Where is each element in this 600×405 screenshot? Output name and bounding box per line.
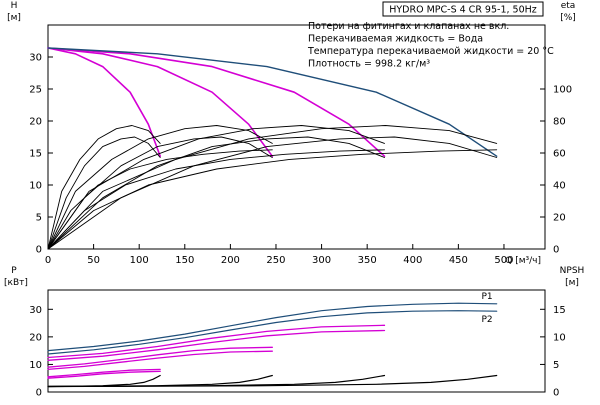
chart-note: Потери на фитингах и клапанах не вкл. xyxy=(308,21,509,32)
power-curve-7 xyxy=(47,370,161,379)
y-tick-label: 0 xyxy=(36,245,42,256)
head-curve-7 xyxy=(47,136,498,250)
head-curve-10 xyxy=(47,125,385,250)
y2-tick-label: 0 xyxy=(553,245,559,256)
power-curve-0 xyxy=(47,302,498,352)
y2-axis-label: eta xyxy=(561,1,576,11)
y-tick-label: 5 xyxy=(36,213,42,224)
y-axis-unit: [м] xyxy=(7,13,21,23)
npsh-tick-label: 0 xyxy=(553,388,559,399)
series-label-p1: P1 xyxy=(482,292,493,302)
p-tick-label: 10 xyxy=(29,360,42,371)
y-tick-label: 25 xyxy=(29,85,42,96)
head-curve-8 xyxy=(47,125,161,250)
head-curve-14 xyxy=(47,149,498,250)
x-tick-label: 300 xyxy=(312,255,331,266)
p-axis-unit: [кВт] xyxy=(4,278,28,288)
chart-title: HYDRO MPC-S 4 CR 95-1, 50Hz xyxy=(389,5,537,16)
x-tick-label: 100 xyxy=(130,255,149,266)
npsh-axis-unit: [м] xyxy=(565,278,579,288)
x-tick-label: 450 xyxy=(449,255,468,266)
head-curve-4 xyxy=(47,136,161,250)
x-tick-label: 200 xyxy=(221,255,240,266)
head-curve-13 xyxy=(47,149,385,250)
y2-tick-label: 40 xyxy=(553,181,566,192)
head-plot-frame xyxy=(47,24,546,250)
x-tick-label: 350 xyxy=(358,255,377,266)
y-tick-label: 30 xyxy=(29,53,42,64)
power-curve-1 xyxy=(47,310,498,355)
x-tick-label: 0 xyxy=(45,255,51,266)
y2-tick-label: 80 xyxy=(553,117,566,128)
head-curve-9 xyxy=(47,125,273,250)
p-axis-label: P xyxy=(11,266,17,276)
power-plot-frame xyxy=(47,289,546,393)
x-tick-label: 500 xyxy=(494,255,513,266)
npsh-tick-label: 5 xyxy=(553,360,559,371)
y2-tick-label: 20 xyxy=(553,213,566,224)
head-curve-0 xyxy=(47,47,161,157)
npsh-axis-label: NPSH xyxy=(560,266,585,276)
power-curve-11 xyxy=(47,374,498,388)
x-axis-label: Q [м³/ч] xyxy=(505,256,541,266)
chart-note: Плотность = 998.2 кг/м³ xyxy=(308,59,430,70)
power-npsh-panel: 0 10 20 30 0 5 10 15 P [кВт] NPSH [м] P1 P2 xyxy=(4,266,584,399)
p-tick-label: 20 xyxy=(29,332,42,343)
x-tick-label: 400 xyxy=(403,255,422,266)
series-label-p2: P2 xyxy=(482,315,493,325)
head-curve-2 xyxy=(47,47,386,157)
power-curve-2 xyxy=(47,324,386,359)
title-box xyxy=(382,1,544,17)
power-curve-6 xyxy=(47,368,161,378)
chart-note: Перекачиваемая жидкость = Вода xyxy=(308,34,483,45)
y2-axis-unit: [%] xyxy=(560,13,576,23)
p-tick-label: 0 xyxy=(36,388,42,399)
head-curve-11 xyxy=(47,125,498,250)
x-tick-label: 250 xyxy=(266,255,285,266)
npsh-tick-label: 10 xyxy=(553,332,566,343)
head-curve-12 xyxy=(47,149,273,250)
head-curve-3 xyxy=(47,47,498,157)
y2-tick-label: 60 xyxy=(553,149,566,160)
y-axis-label: H xyxy=(11,1,18,11)
head-curve-6 xyxy=(47,136,385,250)
power-curve-5 xyxy=(47,350,273,371)
chart-note: Температура перекачиваемой жидкости = 20… xyxy=(307,46,554,57)
head-curve-1 xyxy=(47,47,274,157)
y2-tick-label: 100 xyxy=(553,85,572,96)
y-tick-label: 15 xyxy=(29,149,42,160)
x-tick-label: 150 xyxy=(175,255,194,266)
y-tick-label: 10 xyxy=(29,181,42,192)
y-tick-label: 20 xyxy=(29,117,42,128)
npsh-tick-label: 15 xyxy=(553,305,566,316)
x-tick-label: 50 xyxy=(87,255,100,266)
power-curve-4 xyxy=(47,346,273,368)
power-curve-3 xyxy=(47,329,386,361)
p-tick-label: 30 xyxy=(29,305,42,316)
